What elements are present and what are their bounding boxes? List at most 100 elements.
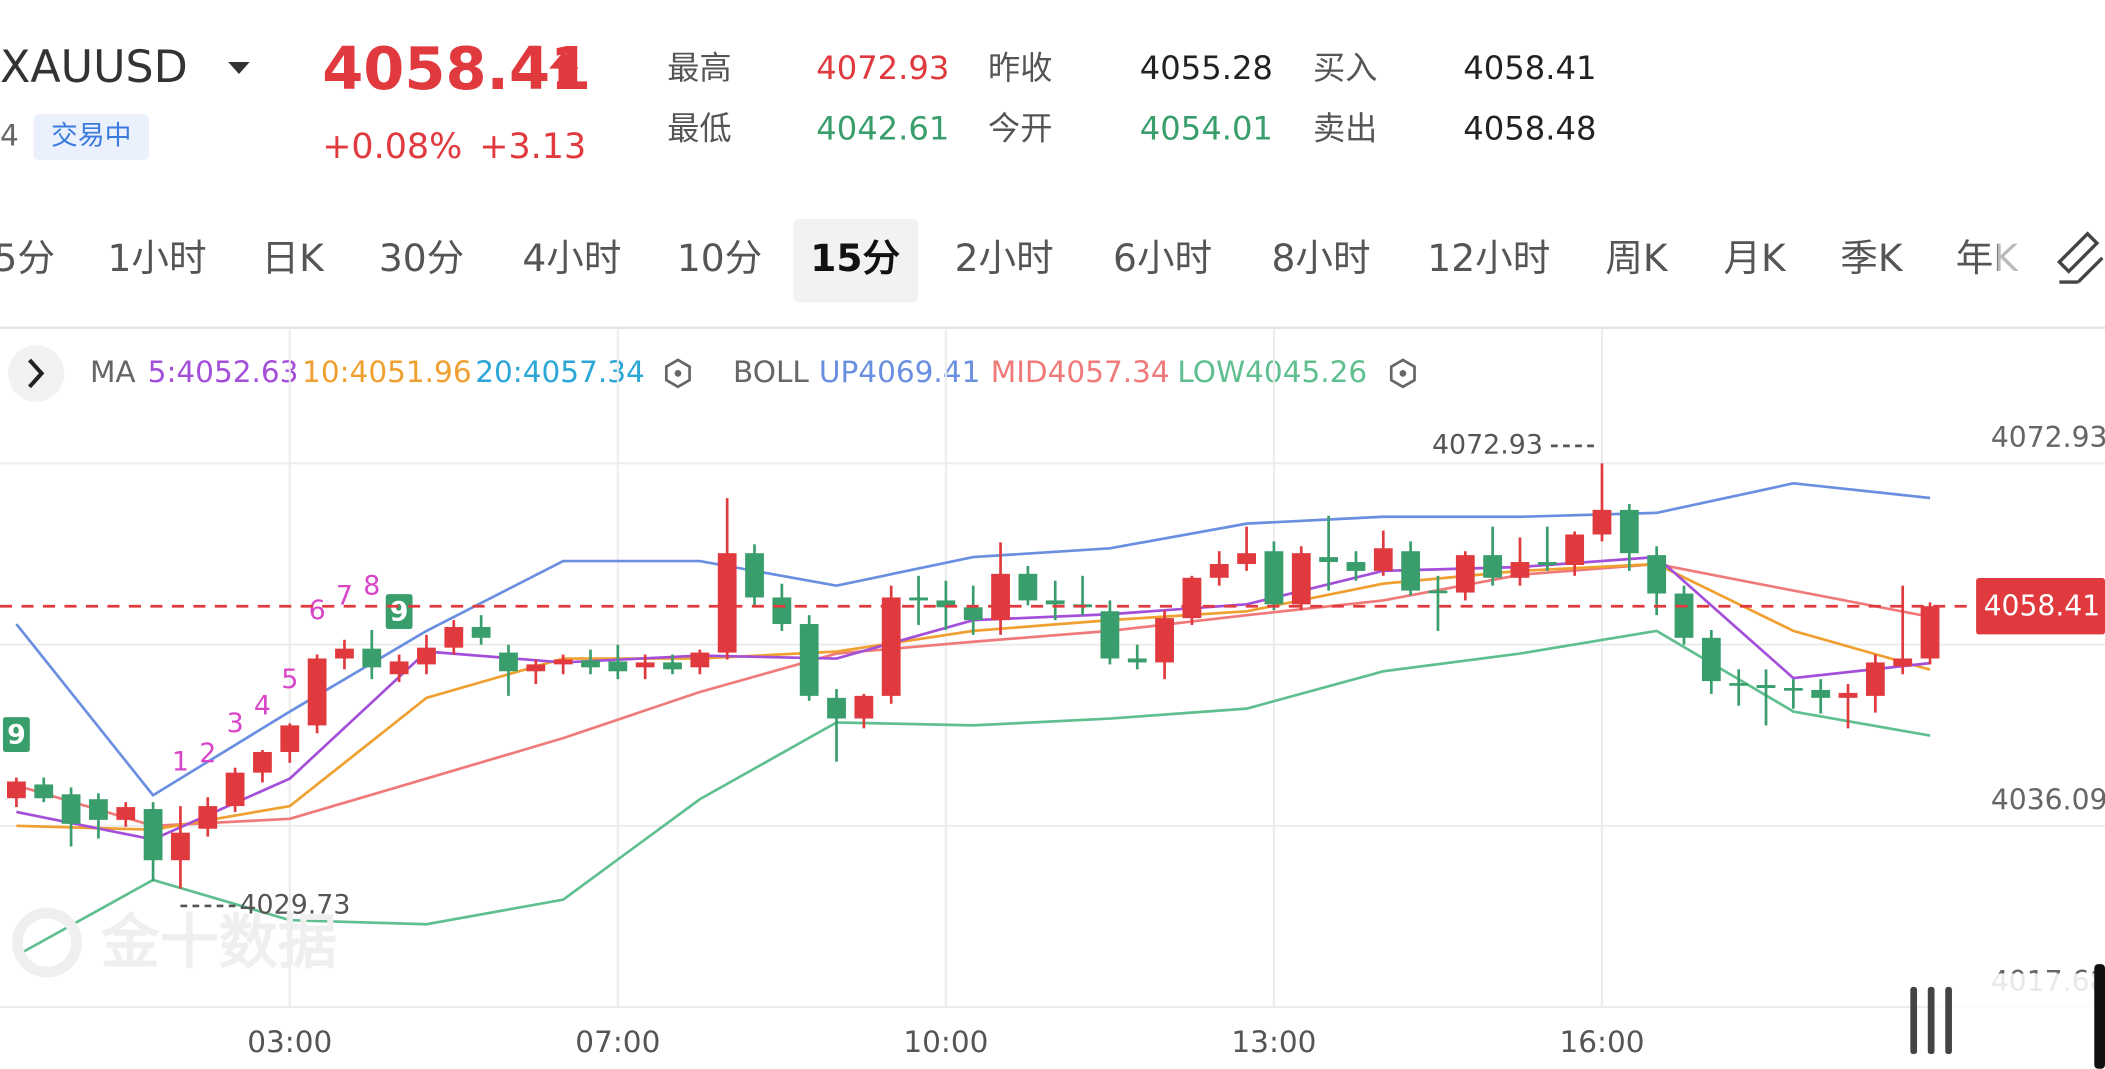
td-count: 7	[336, 580, 353, 611]
scroll-handle	[2094, 964, 2105, 1069]
status: 交易中	[51, 121, 131, 152]
tab[interactable]: 5分	[0, 236, 55, 280]
stat-value: 4058.48	[1463, 109, 1596, 147]
candle-body	[1893, 658, 1913, 667]
settings-dot[interactable]	[674, 370, 682, 377]
plot: 4072.934054.514036.094017.6803:0007:0010…	[0, 329, 2105, 1059]
tab[interactable]: 4小时	[522, 236, 621, 280]
boll-value: UP4069.41	[819, 355, 980, 389]
candle-body	[1674, 593, 1694, 638]
candle-body	[7, 781, 26, 799]
tab[interactable]: 1小时	[108, 236, 207, 280]
candle-body	[116, 807, 136, 820]
settings-icon[interactable]	[1389, 358, 1416, 389]
candle-body	[663, 662, 682, 670]
x-tick-label: 03:00	[247, 1025, 332, 1059]
tab[interactable]: 8小时	[1271, 236, 1370, 280]
candle-body	[1209, 564, 1229, 578]
stat-label: 今开	[988, 109, 1052, 147]
symbol[interactable]: XAUUSD	[0, 42, 188, 93]
y-tick-label: 4072.93	[1991, 421, 2105, 454]
code-fragment: 4	[0, 119, 19, 153]
active-tab[interactable]: 15分	[810, 236, 900, 280]
candle-body	[581, 660, 600, 668]
tab[interactable]: 6小时	[1113, 236, 1212, 280]
candle-body	[280, 725, 300, 752]
candle-body	[1865, 662, 1885, 696]
candle-body	[1838, 692, 1858, 698]
tab[interactable]: 周K	[1605, 236, 1669, 280]
td-box	[385, 594, 413, 630]
candle-body	[499, 652, 518, 672]
candle-body	[362, 648, 382, 668]
candle-body	[335, 648, 354, 659]
candle-body	[225, 772, 245, 807]
tab[interactable]: 2小时	[955, 236, 1054, 280]
toolbar-icon[interactable]	[1910, 964, 2105, 1069]
boll-title: BOLL	[733, 355, 809, 389]
tab[interactable]: 日K	[262, 236, 326, 280]
td-count: 5	[281, 664, 298, 695]
stat-value: 4054.01	[1140, 109, 1273, 147]
candle-body	[1455, 555, 1475, 593]
bar	[1945, 986, 1952, 1055]
tab[interactable]: 30分	[379, 236, 464, 280]
collapse-button[interactable]	[8, 345, 65, 402]
td-count: 9	[390, 596, 409, 627]
candle-body	[1920, 606, 1940, 659]
candle-body	[471, 626, 491, 638]
stat-value: 4058.41	[1463, 49, 1596, 87]
tab[interactable]: 月K	[1723, 236, 1787, 280]
candle-body	[1291, 553, 1311, 605]
candle-body	[963, 607, 983, 621]
settings-dot[interactable]	[1399, 370, 1407, 377]
stat-label: 卖出	[1313, 109, 1377, 147]
settings-icon[interactable]	[664, 358, 691, 389]
candle-body	[1565, 534, 1585, 565]
candle-body	[1100, 611, 1120, 659]
candle-body	[909, 597, 928, 601]
chevron[interactable]	[28, 358, 45, 389]
td-count: 9	[7, 719, 26, 750]
candle-body	[745, 553, 764, 598]
watermark-logo	[12, 907, 82, 978]
candle-body	[1319, 557, 1339, 563]
status-badge	[33, 114, 150, 160]
candle-body	[1647, 555, 1667, 594]
indicators: MA 5:4052.63 10:4051.96 20:4057.34 BOLL UP406…	[90, 355, 1416, 389]
candle-body	[171, 832, 190, 861]
candle-body	[608, 661, 628, 672]
candle-body	[1182, 577, 1202, 619]
candle-body	[1018, 573, 1038, 601]
boll-value: LOW4045.26	[1177, 355, 1367, 389]
candle-body	[881, 597, 901, 696]
stat-value: 4072.93	[816, 49, 949, 87]
x-tick-label: 07:00	[575, 1025, 660, 1059]
stat-label: 买入	[1313, 49, 1377, 87]
symbol-caret[interactable]	[228, 61, 250, 75]
td-count: 8	[363, 570, 380, 601]
tab[interactable]: 12小时	[1427, 236, 1550, 280]
low-label: 4029.73	[239, 889, 350, 920]
candle-body	[1510, 562, 1530, 578]
change-pct: +0.08%	[322, 127, 462, 167]
candle-body	[1428, 590, 1448, 594]
x-tick-label: 16:00	[1559, 1025, 1644, 1059]
stat-value: 4055.28	[1140, 49, 1273, 87]
tab[interactable]: 10分	[677, 236, 762, 280]
candle-body	[307, 658, 327, 726]
last-price-tag	[1976, 578, 2105, 635]
ma-value: 20:4057.34	[475, 355, 645, 389]
candle-body	[34, 784, 54, 799]
candle-body	[1483, 555, 1503, 578]
candle-body	[198, 806, 218, 829]
draw-tool-icon[interactable]	[2056, 231, 2104, 284]
candle-body	[1783, 688, 1803, 691]
td-box	[2, 717, 30, 753]
candle-body	[717, 553, 737, 653]
candle-body	[799, 624, 819, 696]
last-price-label: 4058.41	[1984, 590, 2101, 623]
tab[interactable]: 季K	[1840, 236, 1904, 280]
